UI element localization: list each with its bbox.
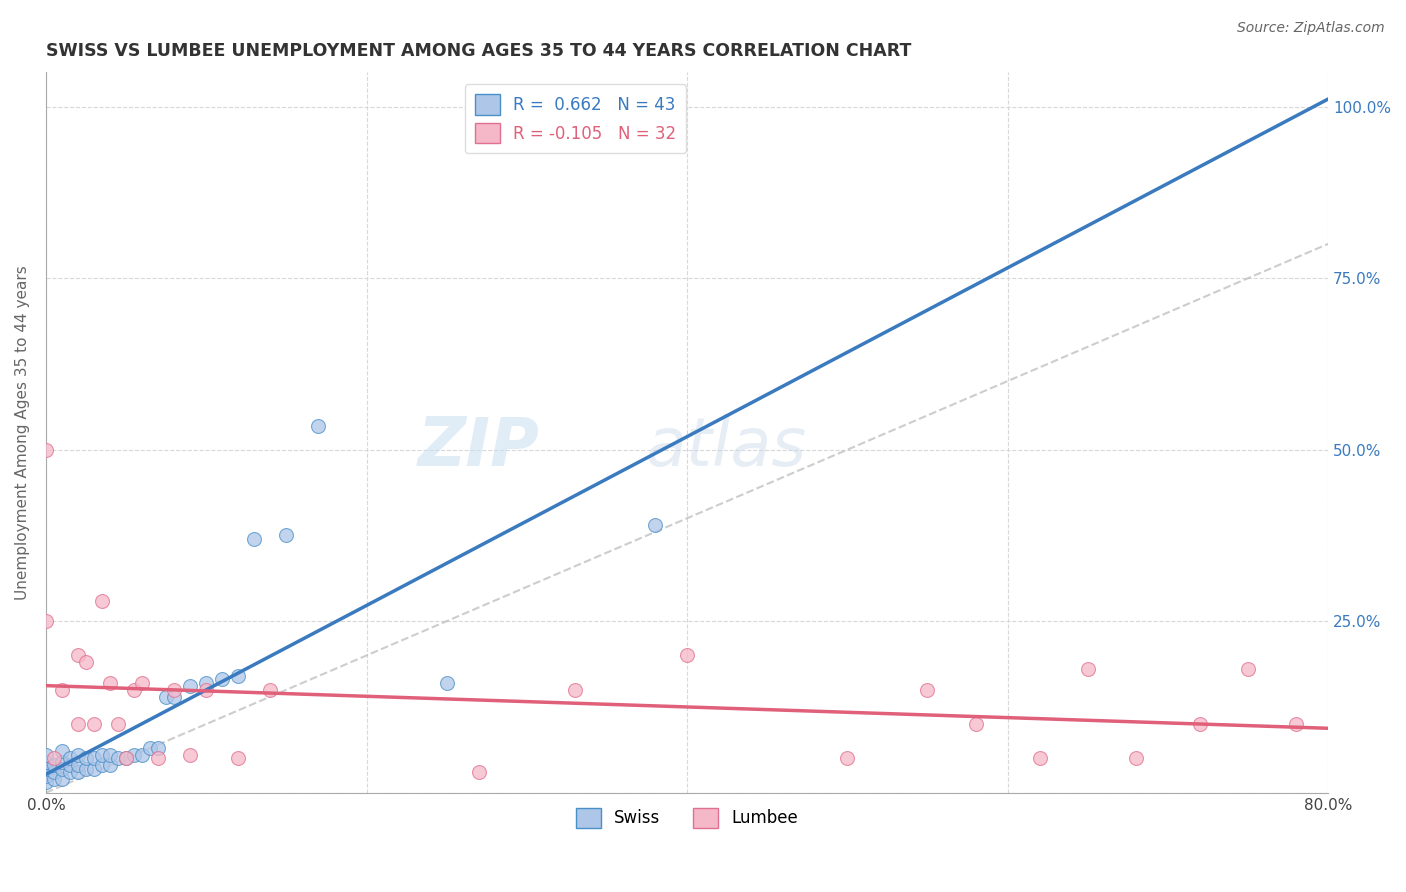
- Point: [122, 682, 145, 697]
- Point: [51, 755, 73, 769]
- Point: [226, 751, 249, 765]
- Point: [436, 676, 458, 690]
- Point: [35, 775, 58, 789]
- Point: [91, 593, 114, 607]
- Point: [66, 648, 89, 663]
- Point: [1237, 662, 1260, 676]
- Point: [42, 772, 65, 786]
- Point: [42, 751, 65, 765]
- Point: [467, 765, 489, 780]
- Point: [51, 744, 73, 758]
- Point: [676, 648, 699, 663]
- Point: [75, 762, 97, 776]
- Text: Source: ZipAtlas.com: Source: ZipAtlas.com: [1237, 21, 1385, 35]
- Point: [179, 679, 201, 693]
- Point: [131, 747, 153, 762]
- Point: [66, 717, 89, 731]
- Point: [146, 751, 169, 765]
- Point: [59, 751, 82, 765]
- Point: [1028, 751, 1050, 765]
- Point: [83, 762, 105, 776]
- Point: [307, 418, 329, 433]
- Text: atlas: atlas: [645, 414, 806, 480]
- Point: [51, 772, 73, 786]
- Point: [98, 747, 121, 762]
- Point: [115, 751, 138, 765]
- Text: ZIP: ZIP: [418, 414, 540, 480]
- Point: [163, 690, 186, 704]
- Point: [1188, 717, 1211, 731]
- Legend: Swiss, Lumbee: Swiss, Lumbee: [569, 801, 806, 835]
- Point: [83, 751, 105, 765]
- Point: [243, 532, 266, 546]
- Point: [179, 747, 201, 762]
- Point: [259, 682, 281, 697]
- Point: [195, 676, 218, 690]
- Point: [107, 751, 129, 765]
- Point: [51, 682, 73, 697]
- Point: [66, 765, 89, 780]
- Point: [1125, 751, 1147, 765]
- Point: [35, 614, 58, 628]
- Point: [917, 682, 939, 697]
- Point: [35, 768, 58, 782]
- Point: [155, 690, 177, 704]
- Point: [564, 682, 586, 697]
- Point: [226, 669, 249, 683]
- Point: [837, 751, 859, 765]
- Point: [51, 762, 73, 776]
- Point: [1285, 717, 1308, 731]
- Point: [66, 747, 89, 762]
- Point: [66, 758, 89, 772]
- Point: [75, 656, 97, 670]
- Point: [59, 758, 82, 772]
- Point: [131, 676, 153, 690]
- Point: [146, 741, 169, 756]
- Point: [1077, 662, 1099, 676]
- Point: [98, 758, 121, 772]
- Y-axis label: Unemployment Among Ages 35 to 44 years: Unemployment Among Ages 35 to 44 years: [15, 265, 30, 600]
- Point: [965, 717, 987, 731]
- Point: [35, 755, 58, 769]
- Point: [59, 765, 82, 780]
- Point: [163, 682, 186, 697]
- Point: [35, 747, 58, 762]
- Point: [35, 442, 58, 457]
- Text: SWISS VS LUMBEE UNEMPLOYMENT AMONG AGES 35 TO 44 YEARS CORRELATION CHART: SWISS VS LUMBEE UNEMPLOYMENT AMONG AGES …: [46, 42, 911, 60]
- Point: [98, 676, 121, 690]
- Point: [107, 717, 129, 731]
- Point: [91, 747, 114, 762]
- Point: [644, 518, 666, 533]
- Point: [211, 673, 233, 687]
- Point: [75, 751, 97, 765]
- Point: [91, 758, 114, 772]
- Point: [115, 751, 138, 765]
- Point: [83, 717, 105, 731]
- Point: [42, 758, 65, 772]
- Point: [35, 762, 58, 776]
- Point: [139, 741, 162, 756]
- Point: [42, 765, 65, 780]
- Point: [122, 747, 145, 762]
- Point: [195, 682, 218, 697]
- Point: [276, 528, 298, 542]
